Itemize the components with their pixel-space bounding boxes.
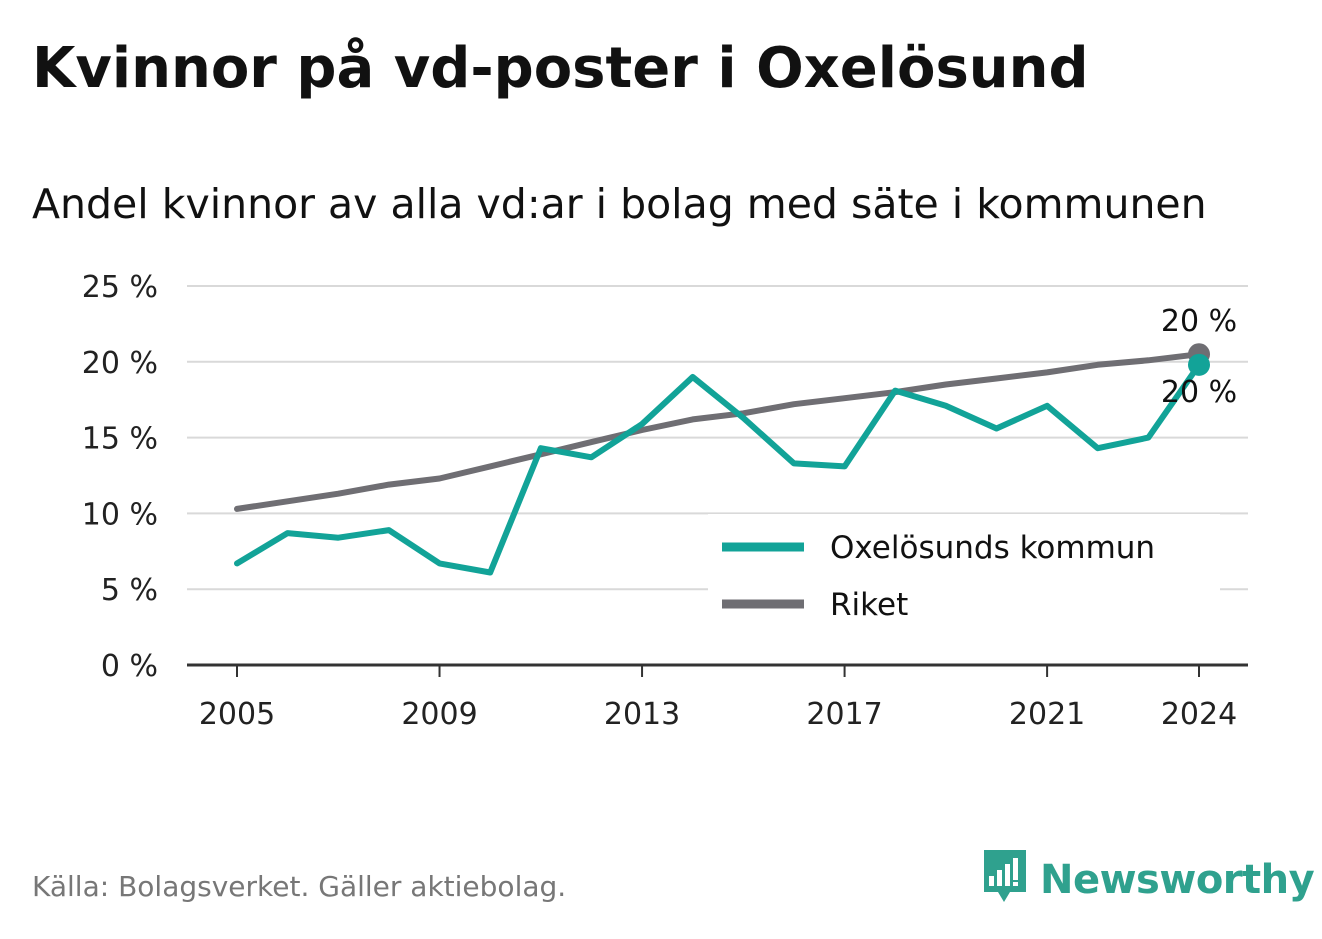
y-tick-label: 0 %: [101, 649, 158, 684]
end-label-kommun: 20 %: [1161, 375, 1237, 410]
x-tick-label: 2021: [1009, 697, 1085, 732]
x-tick-label: 2005: [199, 697, 275, 732]
x-tick-label: 2024: [1161, 697, 1237, 732]
legend-label-kommun: Oxelösunds kommun: [830, 530, 1155, 566]
brand-name: Newsworthy: [1040, 857, 1315, 903]
bar-chart-speech-bubble-icon: [980, 848, 1030, 912]
legend-label-riket: Riket: [830, 587, 908, 623]
y-tick-label: 15 %: [82, 422, 158, 457]
end-point-kommun: [1188, 353, 1210, 376]
chart-subtitle: Andel kvinnor av alla vd:ar i bolag med …: [32, 180, 1207, 228]
y-tick-label: 5 %: [101, 573, 158, 608]
legend: Oxelösunds kommun Riket: [708, 514, 1220, 630]
end-label-riket: 20 %: [1161, 304, 1237, 339]
source-note: Källa: Bolagsverket. Gäller aktiebolag.: [32, 870, 567, 903]
x-tick-label: 2013: [604, 697, 680, 732]
x-tick-label: 2017: [806, 697, 882, 732]
y-tick-label: 25 %: [82, 270, 158, 305]
brand-logo: Newsworthy: [980, 848, 1315, 912]
x-tick-label: 2009: [401, 697, 477, 732]
series-line-kommun: [234, 361, 1202, 576]
axis-layer: 0 % 5 % 10 % 15 % 20 % 25 % 2005 2009 2013 2017 20…: [82, 270, 1248, 732]
series-line-riket: [234, 351, 1202, 512]
legend-background: [708, 514, 1220, 630]
y-tick-label: 20 %: [82, 346, 158, 381]
series-layer: 20 % 20 %: [234, 304, 1237, 576]
y-tick-label: 10 %: [82, 497, 158, 532]
chart-title: Kvinnor på vd-poster i Oxelösund: [32, 36, 1089, 101]
